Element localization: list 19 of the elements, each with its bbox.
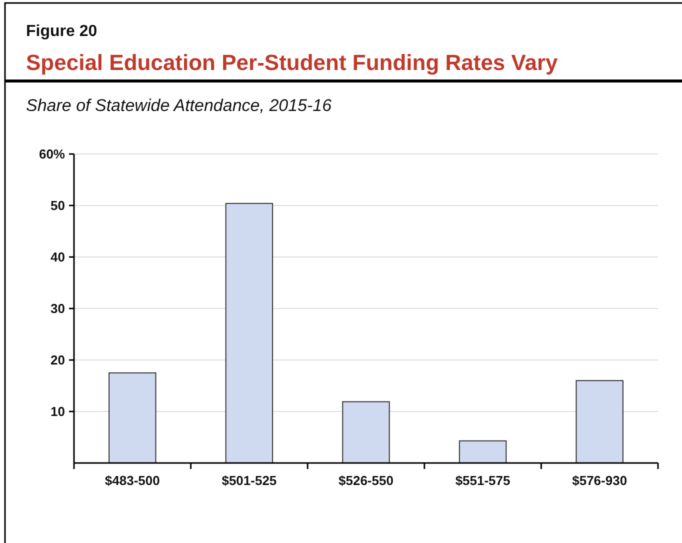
y-tick-label: 60% xyxy=(38,146,66,162)
y-tick-label: 50 xyxy=(50,198,65,214)
x-tick-label: $483-500 xyxy=(104,473,160,488)
bar xyxy=(576,380,624,464)
bar xyxy=(225,202,274,464)
bar xyxy=(108,372,156,464)
y-tick-label: 20 xyxy=(50,352,65,368)
bar xyxy=(458,440,507,464)
bar xyxy=(342,401,390,464)
x-tick-label: $501-525 xyxy=(222,473,277,488)
y-tick-label: 40 xyxy=(50,250,65,265)
y-tick-label: 30 xyxy=(50,301,65,316)
chart-title: Special Education Per-Student Funding Rates Vary xyxy=(26,50,559,75)
x-tick-label: $551-575 xyxy=(455,473,510,488)
chart-subtitle: Share of Statewide Attendance, 2015-16 xyxy=(26,96,332,115)
y-tick-label: 10 xyxy=(50,404,65,420)
x-tick-label: $526-550 xyxy=(338,473,394,488)
x-tick-label: $576-930 xyxy=(572,473,628,488)
caption: Figure 20 xyxy=(26,23,98,40)
